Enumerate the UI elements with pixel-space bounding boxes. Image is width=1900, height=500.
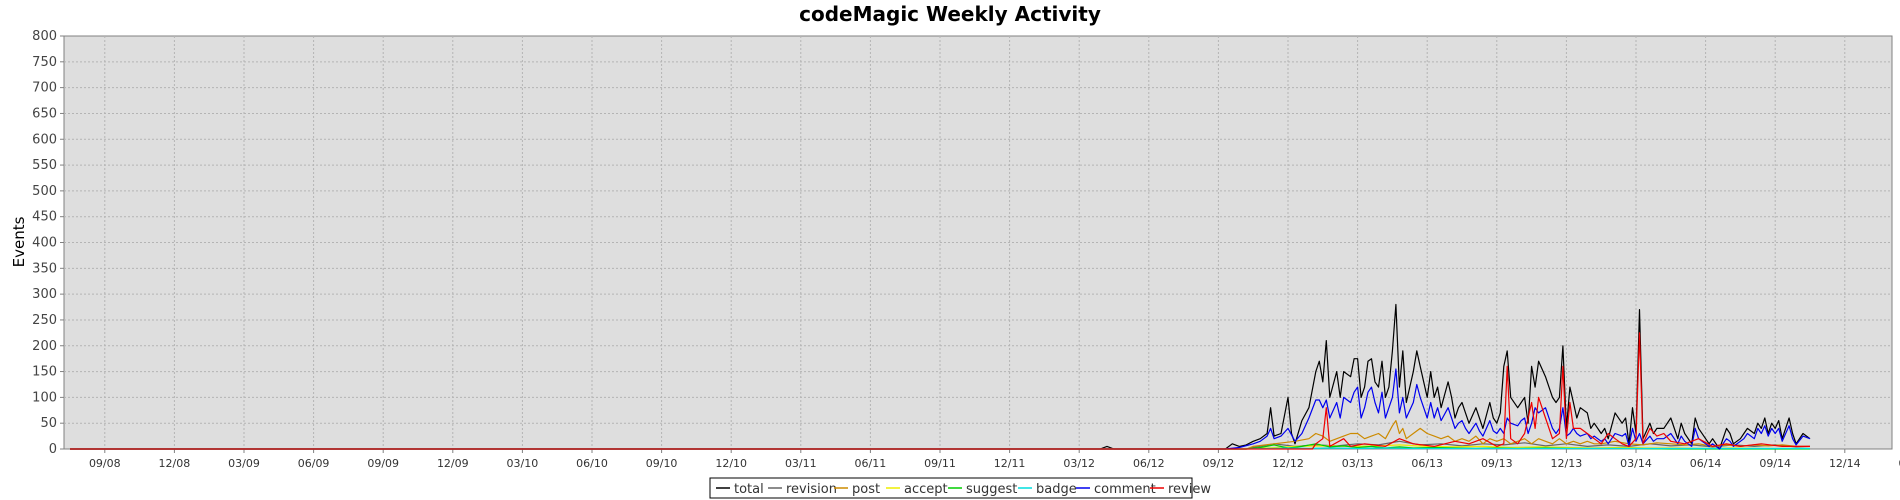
x-axis: 09/08 12/08 03/09 06/09 09/09 12/09 03/10 06/10… [89, 449, 1900, 470]
x-tick-label: 09/10 [646, 457, 678, 470]
y-tick-label: 0 [49, 442, 57, 457]
y-tick-label: 500 [32, 184, 57, 199]
y-tick-label: 300 [32, 287, 57, 302]
x-tick-label: 06/13 [1411, 457, 1443, 470]
legend: total revision post accept suggest badge comme… [709, 477, 1211, 499]
y-axis: 0 50 100 150 200 250 300 350 400 450 500 550 600 650 7… [32, 29, 64, 457]
x-tick-label: 06/12 [1133, 457, 1165, 470]
x-tick-label: 12/10 [715, 457, 747, 470]
legend-label-suggest: suggest [966, 482, 1017, 497]
legend-label-revision: revision [786, 482, 837, 497]
series-line-review [70, 332, 1810, 450]
chart-title: codeMagic Weekly Activity [799, 2, 1101, 26]
x-tick-label: 03/12 [1063, 457, 1095, 470]
legend-label-post: post [852, 482, 880, 497]
x-tick-label: 03/14 [1620, 457, 1652, 470]
x-tick-label: 09/14 [1759, 457, 1791, 470]
x-tick-label: 06/10 [576, 457, 608, 470]
series [70, 303, 1811, 450]
grid [64, 36, 1892, 449]
y-tick-label: 250 [32, 313, 57, 328]
x-tick-label: 03/15 [1899, 457, 1900, 470]
y-tick-label: 800 [32, 29, 57, 44]
x-tick-label: 12/12 [1272, 457, 1304, 470]
y-tick-label: 400 [32, 236, 57, 251]
y-tick-label: 100 [32, 390, 57, 405]
legend-label-accept: accept [904, 482, 948, 497]
y-tick-label: 450 [32, 210, 57, 225]
x-tick-label: 09/12 [1203, 457, 1235, 470]
y-tick-label: 600 [32, 132, 57, 147]
y-axis-label: Events [10, 216, 28, 267]
x-tick-label: 06/11 [855, 457, 887, 470]
legend-label-review: review [1168, 482, 1211, 497]
x-tick-label: 03/11 [785, 457, 817, 470]
legend-label-comment: comment [1094, 482, 1156, 497]
x-tick-label: 12/08 [159, 457, 191, 470]
y-tick-label: 550 [32, 158, 57, 173]
y-tick-label: 700 [32, 81, 57, 96]
x-tick-label: 09/08 [89, 457, 121, 470]
x-tick-label: 09/11 [924, 457, 956, 470]
x-tick-label: 03/13 [1342, 457, 1374, 470]
y-tick-label: 350 [32, 261, 57, 276]
series-line-total [70, 303, 1811, 450]
legend-label-badge: badge [1036, 482, 1077, 497]
x-tick-label: 03/10 [507, 457, 539, 470]
series-line-badge [70, 447, 1810, 450]
x-tick-label: 12/11 [994, 457, 1026, 470]
x-tick-label: 03/09 [228, 457, 260, 470]
series-line-post [70, 420, 1810, 450]
x-tick-label: 09/13 [1481, 457, 1513, 470]
x-tick-label: 12/09 [437, 457, 469, 470]
y-tick-label: 750 [32, 55, 57, 70]
x-tick-label: 09/09 [367, 457, 399, 470]
y-tick-label: 200 [32, 339, 57, 354]
y-tick-label: 650 [32, 106, 57, 121]
y-tick-label: 50 [40, 416, 57, 431]
x-tick-label: 06/09 [298, 457, 330, 470]
x-tick-label: 12/13 [1551, 457, 1583, 470]
y-tick-label: 150 [32, 365, 57, 380]
legend-label-total: total [734, 482, 764, 497]
x-tick-label: 12/14 [1829, 457, 1861, 470]
x-tick-label: 06/14 [1690, 457, 1722, 470]
